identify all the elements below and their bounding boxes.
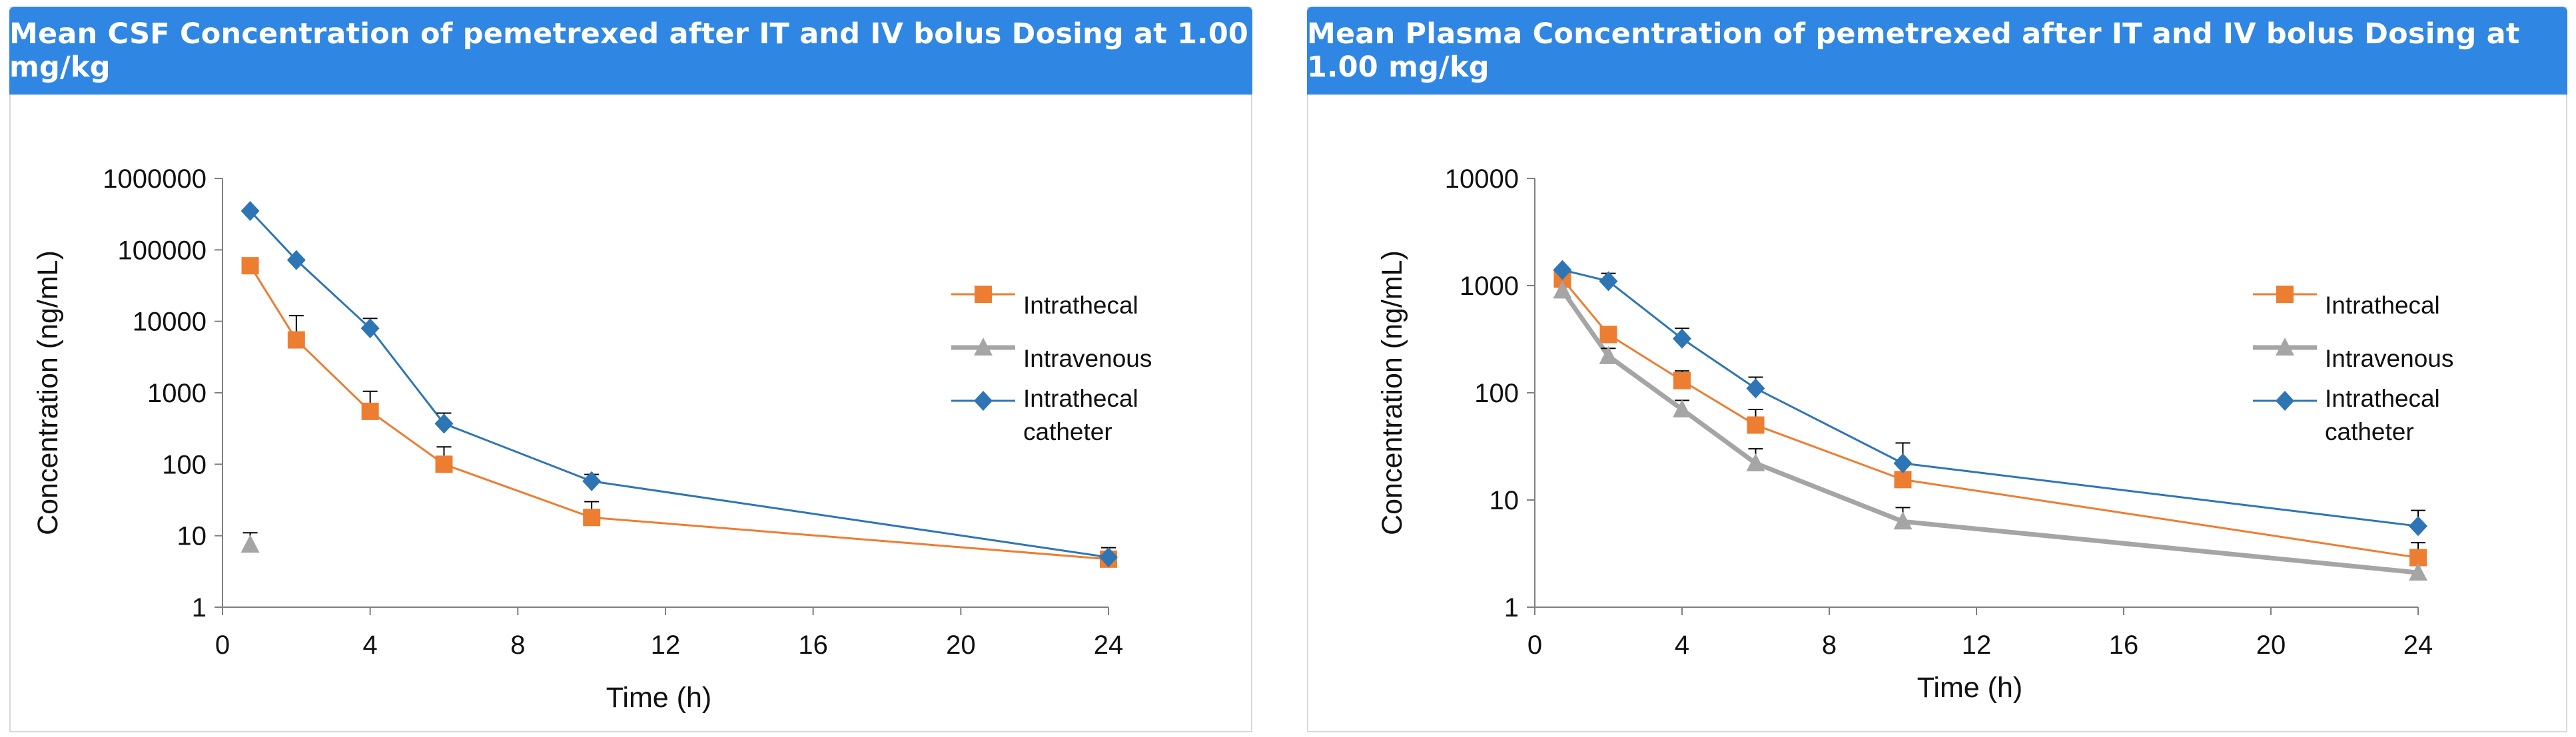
- plasma-y-axis-label: Concentration (ng/mL): [1376, 250, 1408, 535]
- csf-data-point-intrathecal: [287, 331, 305, 349]
- plasma-data-point-intrathecal: [1673, 371, 1691, 389]
- csf-x-tick-label: 12: [651, 630, 681, 660]
- plasma-x-axis-label: Time (h): [1917, 672, 2022, 704]
- plasma-series-intrathecal: [1553, 270, 2427, 567]
- legend-label-catheter-line2: catheter: [2325, 418, 2414, 445]
- csf-y-axis-label: Concentration (ng/mL): [32, 250, 64, 535]
- csf-data-point-intrathecal: [241, 257, 259, 275]
- plasma-data-point-intravenous: [1893, 511, 1913, 530]
- csf-y-tick-label: 100000: [118, 236, 207, 265]
- csf-series-line-intrathecal: [249, 265, 1109, 561]
- plasma-series-catheter: [1553, 260, 2427, 537]
- plasma-data-point-catheter: [1599, 271, 1618, 292]
- plasma-chart-title: Mean Plasma Concentration of pemetrexed …: [1307, 7, 2567, 95]
- plasma-y-tick-label: 1000: [1460, 272, 1519, 301]
- csf-x-tick-label: 24: [1094, 630, 1124, 660]
- plasma-data-point-intrathecal: [1747, 416, 1765, 434]
- plasma-series-intravenous: [1553, 280, 2427, 581]
- legend-marker-intrathecal: [2276, 286, 2294, 303]
- plasma-data-point-intravenous: [1673, 399, 1691, 417]
- plasma-chart-panel: Mean Plasma Concentration of pemetrexed …: [1307, 7, 2567, 732]
- legend-label-intrathecal: Intrathecal: [2325, 292, 2440, 319]
- plasma-x-tick-label: 20: [2256, 630, 2286, 660]
- legend-label-catheter-line1: Intrathecal: [2325, 385, 2440, 412]
- csf-chart-panel: Mean CSF Concentration of pemetrexed aft…: [9, 7, 1252, 732]
- csf-y-tick-label: 10: [177, 522, 207, 551]
- legend-marker-intrathecal: [975, 286, 992, 303]
- plasma-data-point-catheter: [1893, 453, 1913, 473]
- plasma-y-tick-label: 10: [1490, 486, 1519, 515]
- plasma-x-tick-label: 16: [2109, 630, 2139, 660]
- legend-label-intrathecal-catheter: Intrathecal catheter: [1023, 382, 1138, 449]
- plasma-chart-plot: 1 10 100 1000 10000 0 4 8 12 16 20 24 Time (h) Concen…: [1376, 164, 2433, 704]
- csf-x-tick-label: 20: [946, 630, 976, 660]
- csf-chart-plot: 1 10 100 1000 10000 100000 1000000 0 4 8 12 16 20 24 T…: [32, 164, 1124, 714]
- plasma-data-point-intravenous: [1599, 346, 1618, 364]
- plasma-series-line-intravenous: [1560, 289, 2419, 575]
- plasma-series-line-catheter: [1562, 269, 2419, 527]
- csf-series-intravenous: [240, 532, 260, 553]
- csf-data-point-catheter: [360, 318, 380, 339]
- legend-label-catheter-line1: Intrathecal: [1023, 385, 1138, 412]
- plasma-data-point-intrathecal: [1599, 326, 1617, 344]
- csf-y-tick-label: 1000000: [103, 164, 207, 194]
- plasma-y-tick-label: 100: [1474, 379, 1519, 408]
- csf-data-point-catheter: [1099, 547, 1118, 567]
- legend-label-catheter-line2: catheter: [1023, 418, 1112, 445]
- plasma-series-line-intrathecal: [1561, 278, 2419, 559]
- csf-data-point-catheter: [434, 413, 454, 434]
- plasma-x-tick-label: 0: [1527, 630, 1542, 660]
- csf-y-tick-label: 1: [192, 593, 207, 622]
- plasma-data-point-intravenous: [1553, 280, 1572, 299]
- csf-series-catheter: [240, 200, 1118, 567]
- csf-x-tick-label: 4: [363, 630, 378, 660]
- csf-series-line-catheter: [249, 210, 1109, 559]
- plasma-x-tick-label: 4: [1675, 630, 1689, 660]
- csf-data-point-catheter: [240, 200, 260, 221]
- csf-y-tick-label: 1000: [147, 379, 207, 408]
- plasma-data-point-catheter: [2409, 516, 2427, 537]
- csf-chart-title: Mean CSF Concentration of pemetrexed aft…: [9, 7, 1252, 95]
- legend-swatch-intrathecal-catheter: [951, 391, 1015, 411]
- plasma-x-tick-label: 12: [1962, 630, 1992, 660]
- legend-swatch-intrathecal: [951, 286, 1015, 303]
- csf-y-tick-label: 100: [162, 450, 207, 479]
- csf-data-point-intrathecal: [435, 455, 453, 473]
- plasma-data-point-catheter: [1553, 260, 1572, 280]
- legend-marker-intravenous: [2276, 338, 2294, 356]
- plasma-data-point-catheter: [1746, 378, 1765, 399]
- plasma-x-tick-label: 8: [1822, 630, 1837, 660]
- legend-marker-catheter: [2276, 391, 2294, 411]
- csf-y-tick-label: 10000: [133, 308, 207, 337]
- legend-marker-catheter: [974, 391, 993, 411]
- csf-x-tick-label: 16: [798, 630, 828, 660]
- csf-data-point-intrathecal: [583, 509, 601, 527]
- plasma-data-point-intravenous: [2409, 563, 2427, 581]
- legend-label-intrathecal: Intrathecal: [1023, 292, 1138, 319]
- legend-marker-intravenous: [974, 338, 993, 356]
- csf-x-axis-label: Time (h): [606, 682, 711, 714]
- legend-swatch-intrathecal-catheter: [2253, 391, 2317, 411]
- plasma-data-point-catheter: [1673, 328, 1691, 349]
- csf-data-point-intrathecal: [361, 402, 379, 420]
- plasma-data-point-intrathecal: [1894, 471, 1912, 489]
- plasma-y-tick-label: 10000: [1445, 164, 1519, 194]
- legend-label-intrathecal-catheter: Intrathecal catheter: [2325, 382, 2440, 449]
- legend-swatch-intravenous: [951, 338, 1015, 356]
- legend-swatch-intrathecal: [2253, 286, 2317, 303]
- plasma-data-point-intravenous: [1746, 453, 1765, 471]
- plasma-x-tick-label: 24: [2403, 630, 2433, 660]
- legend-label-intravenous: Intravenous: [1023, 345, 1152, 372]
- csf-data-point-intravenous: [240, 535, 260, 553]
- plasma-y-tick-label: 1: [1504, 593, 1519, 622]
- csf-data-point-catheter: [582, 471, 602, 491]
- legend-label-intravenous: Intravenous: [2325, 345, 2454, 372]
- csf-data-point-catheter: [286, 250, 306, 270]
- csf-x-tick-label: 0: [215, 630, 230, 660]
- legend-swatch-intravenous: [2253, 338, 2317, 356]
- csf-x-tick-label: 8: [510, 630, 525, 660]
